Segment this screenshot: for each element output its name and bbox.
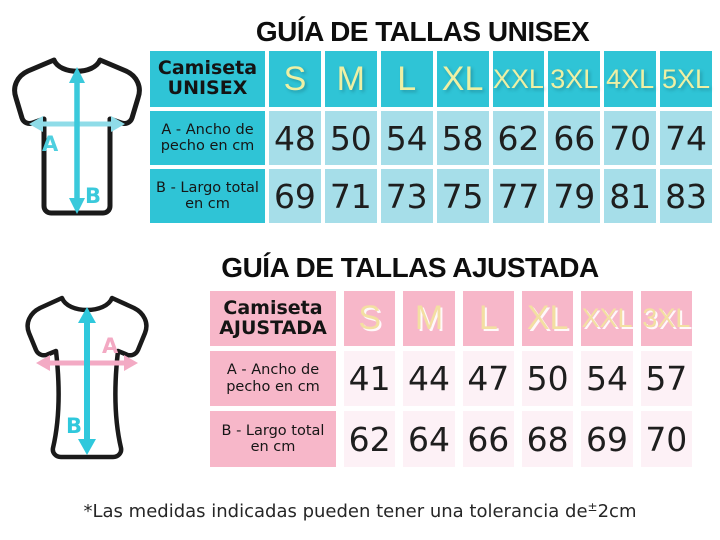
size-value-cell: 57 bbox=[640, 351, 692, 406]
unisex-tshirt-illustration: A B bbox=[12, 57, 142, 216]
size-value-cell: 68 bbox=[521, 411, 574, 467]
product-name-line2: UNISEX bbox=[167, 77, 248, 99]
width-arrow-label: A bbox=[102, 334, 119, 358]
ajustada-tshirt-illustration: A B bbox=[25, 295, 149, 460]
size-value-cell: 73 bbox=[380, 169, 433, 223]
row-label-chest-width: A - Ancho de pecho en cm bbox=[210, 351, 336, 406]
ajustada-size-table: Camiseta AJUSTADA S M L XL XXL 3XL A - A… bbox=[210, 291, 692, 467]
size-value-cell: 44 bbox=[403, 351, 455, 406]
size-header-cell: 5XL bbox=[660, 51, 712, 107]
total-length-arrow bbox=[78, 307, 96, 455]
product-name-line2: AJUSTADA bbox=[219, 316, 327, 339]
size-value-cell: 62 bbox=[492, 111, 545, 165]
size-label: 4XL bbox=[606, 63, 655, 94]
unisex-title: GUÍA DE TALLAS UNISEX bbox=[255, 16, 590, 47]
size-label: 3XL bbox=[550, 63, 599, 94]
size-label: 5XL bbox=[662, 63, 711, 94]
length-arrow-label: B bbox=[85, 184, 101, 208]
size-label: S bbox=[283, 59, 307, 98]
ajustada-title: GUÍA DE TALLAS AJUSTADA bbox=[221, 252, 599, 283]
size-value-cell: 47 bbox=[462, 351, 514, 406]
total-length-arrow bbox=[69, 67, 85, 214]
size-value-cell: 74 bbox=[660, 111, 712, 165]
size-header-cell: L bbox=[462, 291, 514, 346]
size-header-cell: M bbox=[403, 291, 455, 346]
size-value-cell: 64 bbox=[403, 411, 455, 467]
size-value-cell: 70 bbox=[640, 411, 692, 467]
tolerance-note: *Las medidas indicadas pueden tener una … bbox=[0, 500, 720, 522]
size-value-cell: 54 bbox=[581, 351, 633, 406]
size-label: XL bbox=[526, 299, 569, 337]
size-value-cell: 48 bbox=[269, 111, 321, 165]
tolerance-note-value: 2cm bbox=[597, 501, 637, 522]
size-value-cell: 69 bbox=[581, 411, 633, 467]
size-value-cell: 50 bbox=[521, 351, 574, 406]
size-value-cell: 69 bbox=[269, 169, 321, 223]
size-value-cell: 66 bbox=[462, 411, 514, 467]
size-value-cell: 41 bbox=[344, 351, 396, 406]
row-label-total-length: B - Largo total en cm bbox=[210, 411, 336, 467]
size-header-cell: XXL bbox=[492, 51, 545, 107]
size-value-cell: 77 bbox=[492, 169, 545, 223]
unisex-size-table: Camiseta UNISEX S M L XL XXL 3XL 4XL 5XL… bbox=[150, 51, 712, 223]
size-value-cell: 75 bbox=[436, 169, 489, 223]
size-label: L bbox=[478, 299, 498, 337]
size-label: M bbox=[414, 299, 444, 337]
size-value-cell: 71 bbox=[324, 169, 377, 223]
size-value-cell: 50 bbox=[324, 111, 377, 165]
product-name-cell: Camiseta UNISEX bbox=[150, 51, 265, 107]
size-value-cell: 83 bbox=[660, 169, 712, 223]
size-value-cell: 81 bbox=[604, 169, 657, 223]
size-label: 3XL bbox=[642, 303, 691, 333]
size-value-cell: 66 bbox=[548, 111, 601, 165]
size-label: XXL bbox=[492, 63, 544, 94]
tolerance-note-text: *Las medidas indicadas pueden tener una … bbox=[83, 501, 588, 522]
size-value-cell: 58 bbox=[436, 111, 489, 165]
size-header-cell: M bbox=[324, 51, 377, 107]
size-header-cell: 3XL bbox=[548, 51, 601, 107]
row-label-chest-width: A - Ancho de pecho en cm bbox=[150, 111, 265, 165]
plus-minus-symbol: ± bbox=[587, 500, 598, 514]
product-name-line1: Camiseta bbox=[223, 296, 323, 319]
size-header-cell: XXL bbox=[581, 291, 633, 346]
size-label: S bbox=[358, 299, 381, 337]
row-label-total-length: B - Largo total en cm bbox=[150, 169, 265, 223]
size-header-cell: XL bbox=[436, 51, 489, 107]
size-header-cell: S bbox=[344, 291, 396, 346]
size-header-cell: S bbox=[269, 51, 321, 107]
size-label: XXL bbox=[581, 303, 633, 333]
width-arrow-label: A bbox=[42, 132, 59, 156]
size-value-cell: 70 bbox=[604, 111, 657, 165]
size-label: XL bbox=[441, 59, 484, 98]
size-label: L bbox=[397, 59, 417, 98]
size-header-cell: 3XL bbox=[640, 291, 692, 346]
size-header-cell: XL bbox=[521, 291, 574, 346]
length-arrow-label: B bbox=[66, 414, 82, 438]
size-header-cell: 4XL bbox=[604, 51, 657, 107]
size-label: M bbox=[336, 59, 365, 98]
size-header-cell: L bbox=[380, 51, 433, 107]
size-value-cell: 62 bbox=[344, 411, 396, 467]
product-name-line1: Camiseta bbox=[157, 57, 258, 80]
product-name-cell: Camiseta AJUSTADA bbox=[210, 291, 336, 346]
size-value-cell: 54 bbox=[380, 111, 433, 165]
size-value-cell: 79 bbox=[548, 169, 601, 223]
